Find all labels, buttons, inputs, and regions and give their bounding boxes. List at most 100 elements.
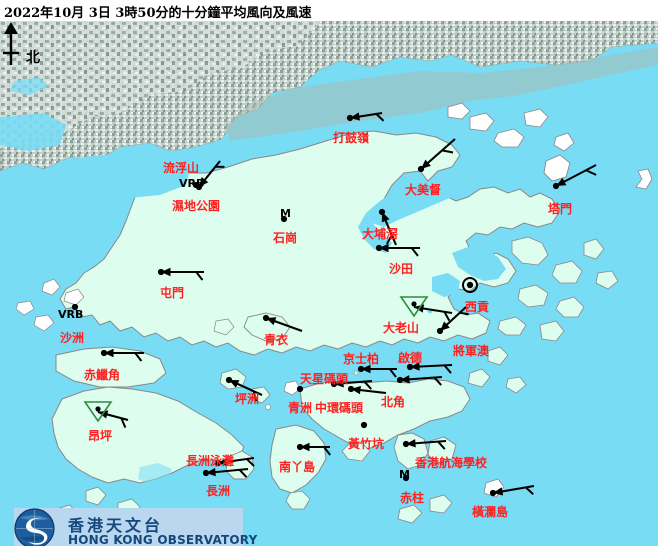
station-group <box>225 376 263 402</box>
station-label: 天星碼頭 <box>300 372 349 386</box>
wind-barb-arrowhead <box>351 385 361 395</box>
station-label: 塔門 <box>548 202 573 216</box>
station-dot <box>466 281 474 289</box>
station-label: 京士柏 <box>343 352 380 366</box>
station-label: 香港航海學校 <box>415 456 488 470</box>
wind-barb-arrowhead <box>229 380 240 388</box>
wind-barb-arrowhead <box>334 379 344 388</box>
station-dot <box>406 363 414 371</box>
wind-barb-feather <box>363 380 372 390</box>
station-group <box>357 364 397 378</box>
wind-barb-arrowhead <box>440 321 450 331</box>
wind-barb-arrowhead <box>410 362 420 371</box>
station-label: 橫瀾島 <box>472 505 509 519</box>
wind-barb-feather <box>437 440 446 450</box>
station-label: 西貢 <box>465 300 490 314</box>
north-arrow-icon <box>3 22 19 65</box>
missing-data-marker: M <box>280 207 291 220</box>
station-label: 流浮山 <box>163 161 200 175</box>
station-group <box>296 385 304 393</box>
station-dot <box>214 459 222 467</box>
wind-barb-feather <box>323 446 331 456</box>
station-group <box>378 208 397 246</box>
wind-barb-feather <box>585 169 597 176</box>
wind-barb-arrowhead <box>379 243 389 253</box>
station-label: 沙洲 <box>60 331 85 345</box>
logo-text-zh: 香港天文台 <box>68 516 164 535</box>
wind-barb-feather <box>411 247 419 257</box>
station-label: 大老山 <box>383 321 420 335</box>
station-dot <box>95 406 101 412</box>
wind-barb-arrowhead <box>199 176 209 187</box>
station-dot <box>360 421 368 429</box>
station-dot <box>100 349 108 357</box>
station-group <box>399 296 453 322</box>
station-dot <box>202 469 210 477</box>
station-group <box>436 306 469 335</box>
wind-barb-layer <box>71 111 597 497</box>
wind-barb-feather <box>134 352 143 362</box>
vrb-wind-label: VRB <box>179 177 205 190</box>
station-dot <box>378 208 386 216</box>
missing-data-marker: M <box>399 468 410 481</box>
station-group <box>296 442 331 456</box>
wind-barb-feather <box>238 469 248 478</box>
station-dot <box>402 440 410 448</box>
station-label: 南丫島 <box>279 460 316 474</box>
wind-barb-arrowhead <box>206 467 216 477</box>
station-label: 啟德 <box>398 351 423 365</box>
station-label: 赤鱲角 <box>84 368 121 382</box>
station-label: 將軍澳 <box>453 344 490 358</box>
wind-barb-feather <box>252 391 258 402</box>
station-label: 北角 <box>381 395 406 409</box>
wind-barb-feather <box>246 458 255 467</box>
wind-barb-arrowhead <box>400 375 410 384</box>
station-group <box>402 439 447 450</box>
wind-barb-arrowhead <box>361 364 371 374</box>
station-group <box>462 277 478 293</box>
station-dot <box>396 376 404 384</box>
station-label: 屯門 <box>160 286 185 300</box>
station-label: 赤柱 <box>400 491 425 505</box>
station-label: 青洲 <box>288 401 313 415</box>
station-group <box>71 303 79 311</box>
station-dot <box>402 474 410 482</box>
station-group <box>202 467 249 478</box>
logo-text-en: HONG KONG OBSERVATORY <box>68 533 258 546</box>
station-label: 長洲 <box>206 484 231 498</box>
station-group <box>346 111 385 122</box>
wind-barb-feather <box>375 113 385 122</box>
station-group <box>214 456 255 467</box>
station-label: 石崗 <box>273 231 298 245</box>
wind-barb-arrowhead <box>421 159 431 169</box>
wind-barb-arrowhead <box>218 457 228 466</box>
station-dot <box>346 114 354 122</box>
wind-barb-feather <box>525 486 534 495</box>
wind-barb-arrowhead <box>556 177 567 186</box>
station-group <box>83 401 129 428</box>
station-label: 長洲泳灘 <box>186 454 235 468</box>
station-label: 黃竹坑 <box>348 437 385 451</box>
wind-barb-arrowhead <box>406 439 416 448</box>
hko-emblem-icon <box>14 508 55 546</box>
station-group <box>417 138 456 173</box>
station-group <box>157 267 204 281</box>
station-dot <box>262 314 270 322</box>
title-bar: 2022年10月 3日 3時50分的十分鐘平均風向及風速 <box>0 0 658 21</box>
wind-barb-feather <box>120 417 127 428</box>
station-dot <box>71 303 79 311</box>
station-group <box>330 379 373 390</box>
station-group <box>195 160 225 191</box>
station-dot <box>357 365 365 373</box>
station-label: 大美督 <box>405 183 442 197</box>
station-group <box>280 215 288 223</box>
station-dot <box>157 268 165 276</box>
wind-barb-arrowhead <box>300 442 310 452</box>
station-group <box>406 362 453 374</box>
map-canvas: 北 流浮山 VRB 濕地公園 石崗 M 打鼓嶺 大美督 塔門 大埔滘 沙田 西貢 將軍澳 大老山 青衣 京士… <box>0 21 658 546</box>
station-group <box>262 314 303 332</box>
station-label: 沙田 <box>389 262 414 276</box>
station-label: 中環碼頭 <box>315 401 364 415</box>
vrb-wind-label: VRB <box>58 308 84 321</box>
